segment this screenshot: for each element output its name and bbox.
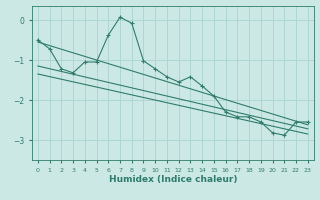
X-axis label: Humidex (Indice chaleur): Humidex (Indice chaleur) — [108, 175, 237, 184]
